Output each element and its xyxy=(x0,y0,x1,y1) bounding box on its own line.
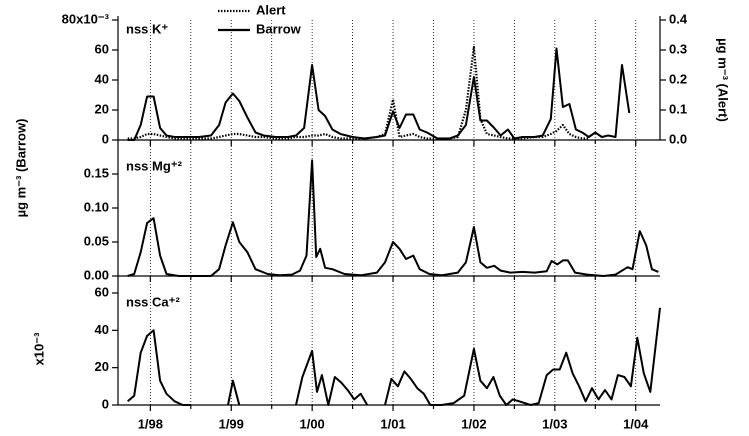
x-tick-label: 1/02 xyxy=(461,416,486,431)
y-tick-label: 40 xyxy=(95,71,109,86)
x-tick-label: 1/00 xyxy=(299,416,324,431)
data-line xyxy=(127,47,631,141)
y-tick-label: 0.10 xyxy=(84,199,109,214)
y-tick-label: 80x10⁻³ xyxy=(62,11,110,26)
y-tick-label: 20 xyxy=(95,101,109,116)
y-tick-label: 0 xyxy=(102,396,109,411)
y2-tick-label: 0.2 xyxy=(669,71,687,86)
panel-label: nss K⁺ xyxy=(126,21,168,36)
legend-label: Barrow xyxy=(256,21,302,36)
y2-tick-label: 0.4 xyxy=(669,11,688,26)
y-tick-label: 0.15 xyxy=(84,165,109,180)
x-tick-label: 1/99 xyxy=(219,416,244,431)
x-tick-label: 1/98 xyxy=(138,416,163,431)
y-tick-label: 0.00 xyxy=(84,267,109,282)
data-line xyxy=(127,307,661,406)
y-axis-label: µg m⁻³ (Barrow) xyxy=(13,119,28,218)
y-tick-label: 20 xyxy=(95,359,109,374)
x-tick-label: 1/03 xyxy=(542,416,567,431)
y-tick-label: 40 xyxy=(95,322,109,337)
x-tick-label: 1/01 xyxy=(380,416,405,431)
y-axis-label: x10⁻³ xyxy=(31,332,46,366)
y2-axis-label: µg m⁻³ (Alert) xyxy=(716,38,731,122)
y2-tick-label: 0.0 xyxy=(669,131,687,146)
y-tick-label: 0.05 xyxy=(84,233,109,248)
x-tick-label: 1/04 xyxy=(623,416,649,431)
data-line xyxy=(127,159,659,277)
panel-label: nss Ca⁺² xyxy=(126,294,180,309)
y-tick-label: 60 xyxy=(95,41,109,56)
y2-tick-label: 0.1 xyxy=(669,101,687,116)
y-tick-label: 60 xyxy=(95,284,109,299)
y-tick-label: 0 xyxy=(102,131,109,146)
legend-label: Alert xyxy=(256,2,286,17)
y2-tick-label: 0.3 xyxy=(669,41,687,56)
panel-label: nss Mg⁺² xyxy=(126,158,183,173)
data-line xyxy=(127,45,589,140)
